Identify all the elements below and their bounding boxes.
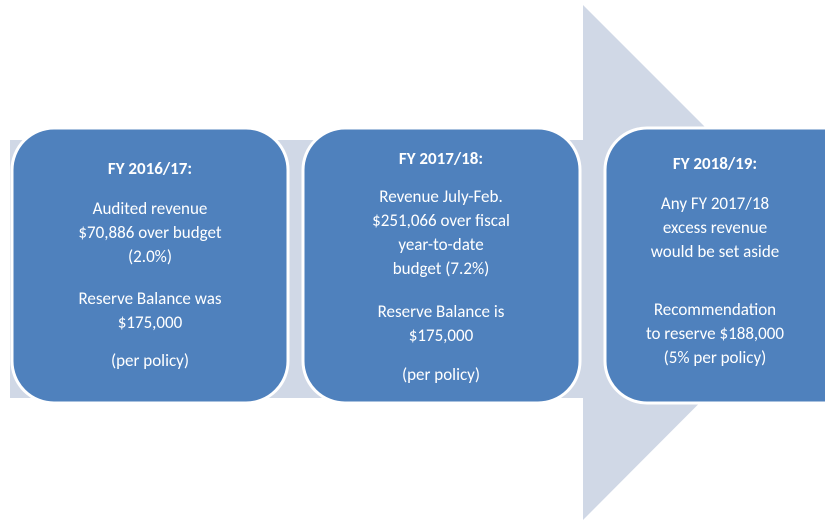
step-text: year-to-date: [398, 234, 483, 255]
step-text: Audited revenue: [93, 198, 208, 219]
step-text: excess revenue: [663, 217, 767, 238]
step-title: FY 2017/18:: [399, 148, 483, 169]
step-text: (5% per policy): [664, 347, 767, 368]
step-text: (per policy): [111, 350, 189, 371]
step-text: would be set aside: [651, 241, 779, 262]
step-text: (per policy): [402, 364, 480, 385]
step-box: [603, 126, 825, 405]
step-text: $175,000: [118, 312, 183, 333]
step-text: $251,066 over fiscal: [372, 210, 510, 231]
step-text: to reserve $188,000: [646, 323, 784, 344]
step-text: Reserve Balance was: [78, 288, 221, 309]
step-text: Revenue July-Feb.: [379, 186, 502, 207]
step-text: Recommendation: [654, 299, 776, 320]
step-text: (2.0%): [128, 246, 172, 267]
step-text: budget (7.2%): [393, 258, 490, 279]
step-box: [10, 126, 290, 405]
step-box: [301, 126, 582, 405]
step-text: Any FY 2017/18: [661, 193, 769, 214]
step-title: FY 2016/17:: [108, 158, 192, 179]
step-text: Reserve Balance is: [378, 301, 505, 322]
step-text: $175,000: [409, 325, 474, 346]
step-title: FY 2018/19:: [673, 153, 757, 174]
step-text: $70,886 over budget: [78, 222, 221, 243]
